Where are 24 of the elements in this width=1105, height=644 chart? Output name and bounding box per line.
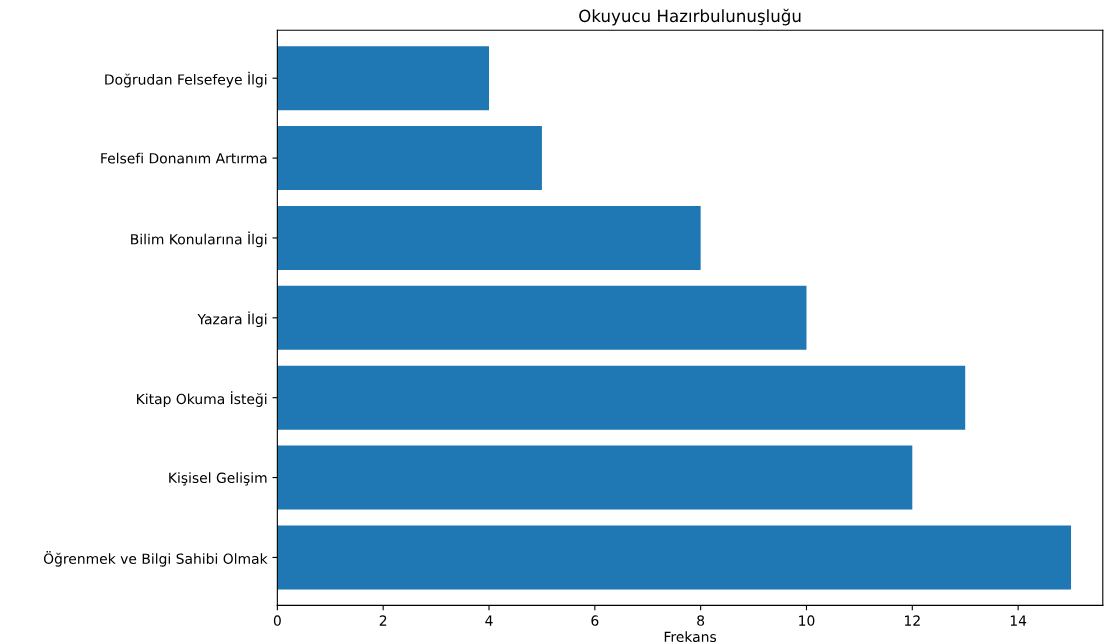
y-tick-label: Bilim Konularına İlgi xyxy=(131,231,267,248)
y-tick-label: Yazara İlgi xyxy=(197,311,267,328)
chart-title: Okuyucu Hazırbulunuşluğu xyxy=(579,8,801,26)
x-tick-label: 2 xyxy=(379,615,387,626)
bar xyxy=(277,365,966,430)
y-tick-label: Öğrenmek ve Bilgi Sahibi Olmak xyxy=(43,551,268,567)
x-tick-label: 0 xyxy=(273,615,281,626)
x-tick-label: 14 xyxy=(1010,615,1027,626)
y-tick-label: Kişisel Gelişim xyxy=(169,472,267,486)
bar xyxy=(277,525,1072,590)
bar xyxy=(277,205,701,270)
x-tick-label: 6 xyxy=(591,615,599,626)
y-tick-label: Doğrudan Felsefeye İlgi xyxy=(105,71,267,88)
bar xyxy=(277,126,542,191)
bar xyxy=(277,285,807,350)
bar xyxy=(277,46,490,111)
bar xyxy=(277,445,913,510)
y-tick-label: Felsefi Donanım Artırma xyxy=(101,152,267,164)
x-tick-label: 8 xyxy=(697,615,705,626)
y-tick-label: Kitap Okuma İsteği xyxy=(137,391,267,407)
x-tick-label: 10 xyxy=(799,615,815,626)
x-tick-label: 12 xyxy=(904,615,920,626)
x-tick-label: 4 xyxy=(485,615,493,626)
x-axis-title: Frekans xyxy=(664,631,717,643)
